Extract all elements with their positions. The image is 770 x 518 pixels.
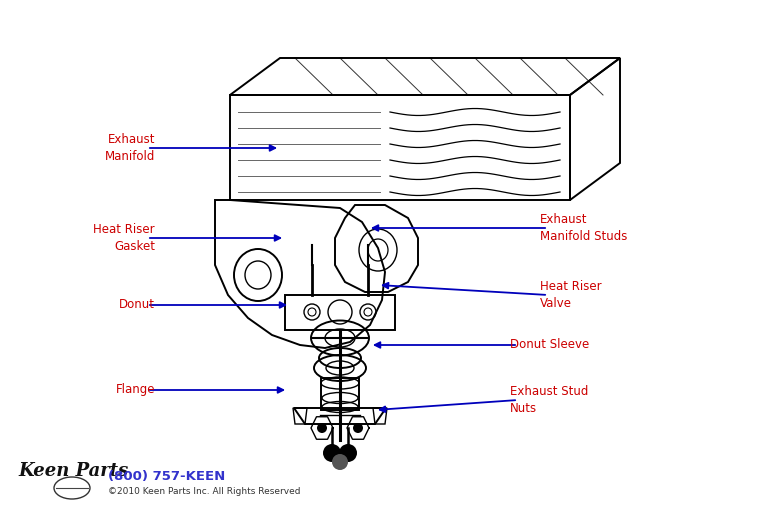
Text: Exhaust
Manifold: Exhaust Manifold <box>105 133 155 163</box>
Text: ©2010 Keen Parts Inc. All Rights Reserved: ©2010 Keen Parts Inc. All Rights Reserve… <box>108 487 300 496</box>
Text: (800) 757-KEEN: (800) 757-KEEN <box>108 470 226 483</box>
Circle shape <box>353 423 363 433</box>
Circle shape <box>317 423 327 433</box>
Circle shape <box>323 444 341 462</box>
Text: Keen Parts: Keen Parts <box>18 462 129 480</box>
Text: Flange: Flange <box>116 383 155 396</box>
Circle shape <box>332 454 348 470</box>
Text: Exhaust
Manifold Studs: Exhaust Manifold Studs <box>540 213 628 243</box>
Text: Donut Sleeve: Donut Sleeve <box>510 338 589 352</box>
Text: Donut: Donut <box>119 298 155 311</box>
Text: Exhaust Stud
Nuts: Exhaust Stud Nuts <box>510 385 588 415</box>
Circle shape <box>339 444 357 462</box>
Text: Heat Riser
Valve: Heat Riser Valve <box>540 280 601 310</box>
Text: Heat Riser
Gasket: Heat Riser Gasket <box>93 223 155 253</box>
